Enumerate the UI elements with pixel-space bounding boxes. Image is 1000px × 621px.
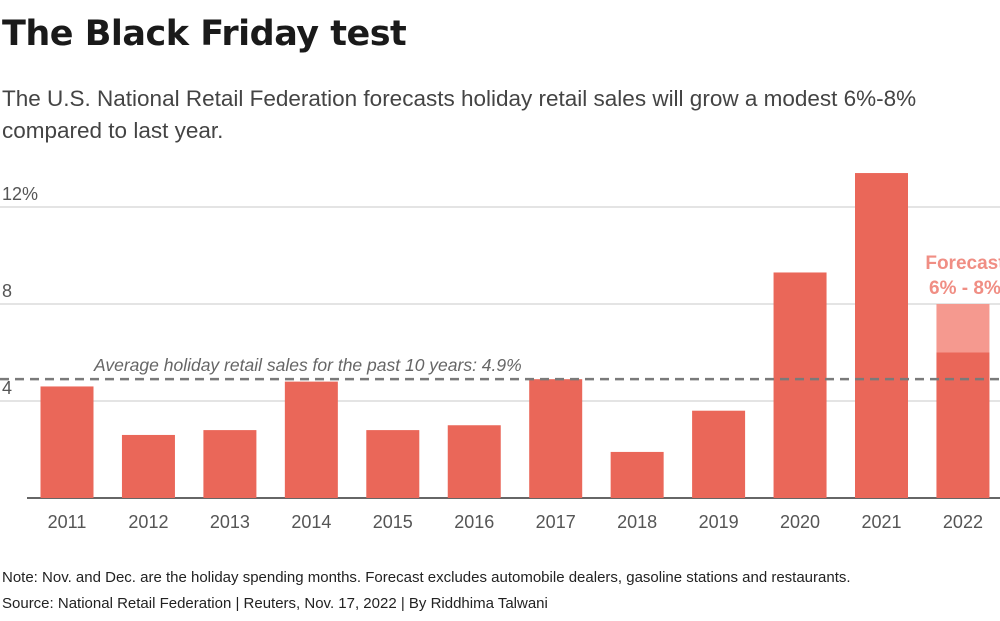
average-reference-label: Average holiday retail sales for the pas…: [93, 355, 522, 375]
x-tick-label: 2016: [454, 512, 494, 532]
x-tick-label: 2022: [943, 512, 983, 532]
x-tick-label: 2014: [291, 512, 331, 532]
axis-labels: 4 8 12% 2011 2012 2013 2014 2015 2016 2017 2018 201…: [2, 184, 1000, 532]
bar: [203, 430, 257, 498]
chart-note: Note: Nov. and Dec. are the holiday spen…: [2, 569, 851, 586]
bar: [121, 434, 175, 498]
x-tick-label: 2019: [699, 512, 739, 532]
forecast-label: Forecast: [925, 253, 1000, 274]
forecast-range-bar: [936, 304, 990, 353]
chart-source: Source: National Retail Federation | Reu…: [2, 595, 548, 612]
x-tick-label: 2011: [48, 512, 87, 532]
gridlines: [0, 206, 1000, 499]
chart-subtitle: The U.S. National Retail Federation fore…: [2, 86, 917, 143]
bar: [284, 381, 338, 498]
chart-title: The Black Friday test: [2, 14, 407, 54]
bar: [529, 379, 583, 498]
y-tick-label: 8: [2, 281, 12, 301]
x-tick-label: 2015: [373, 512, 413, 532]
bar: [447, 425, 501, 498]
average-reference: Average holiday retail sales for the pas…: [0, 355, 1000, 381]
bar: [773, 272, 827, 498]
bar: [40, 386, 94, 498]
bars: [40, 173, 990, 499]
forecast-range-label: 6% - 8%: [929, 278, 1000, 299]
x-tick-label: 2012: [128, 512, 168, 532]
bar-chart: Average holiday retail sales for the pas…: [0, 173, 1000, 532]
bar: [366, 430, 420, 498]
x-tick-label: 2018: [617, 512, 657, 532]
x-tick-label: 2020: [780, 512, 820, 532]
y-tick-label: 12%: [2, 184, 38, 204]
bar: [692, 410, 746, 498]
y-tick-label: 4: [2, 378, 12, 398]
x-tick-label: 2017: [536, 512, 576, 532]
x-tick-label: 2013: [210, 512, 250, 532]
x-tick-label: 2021: [861, 512, 901, 532]
bar: [855, 173, 908, 499]
bar: [610, 451, 664, 498]
bar: [936, 352, 990, 498]
